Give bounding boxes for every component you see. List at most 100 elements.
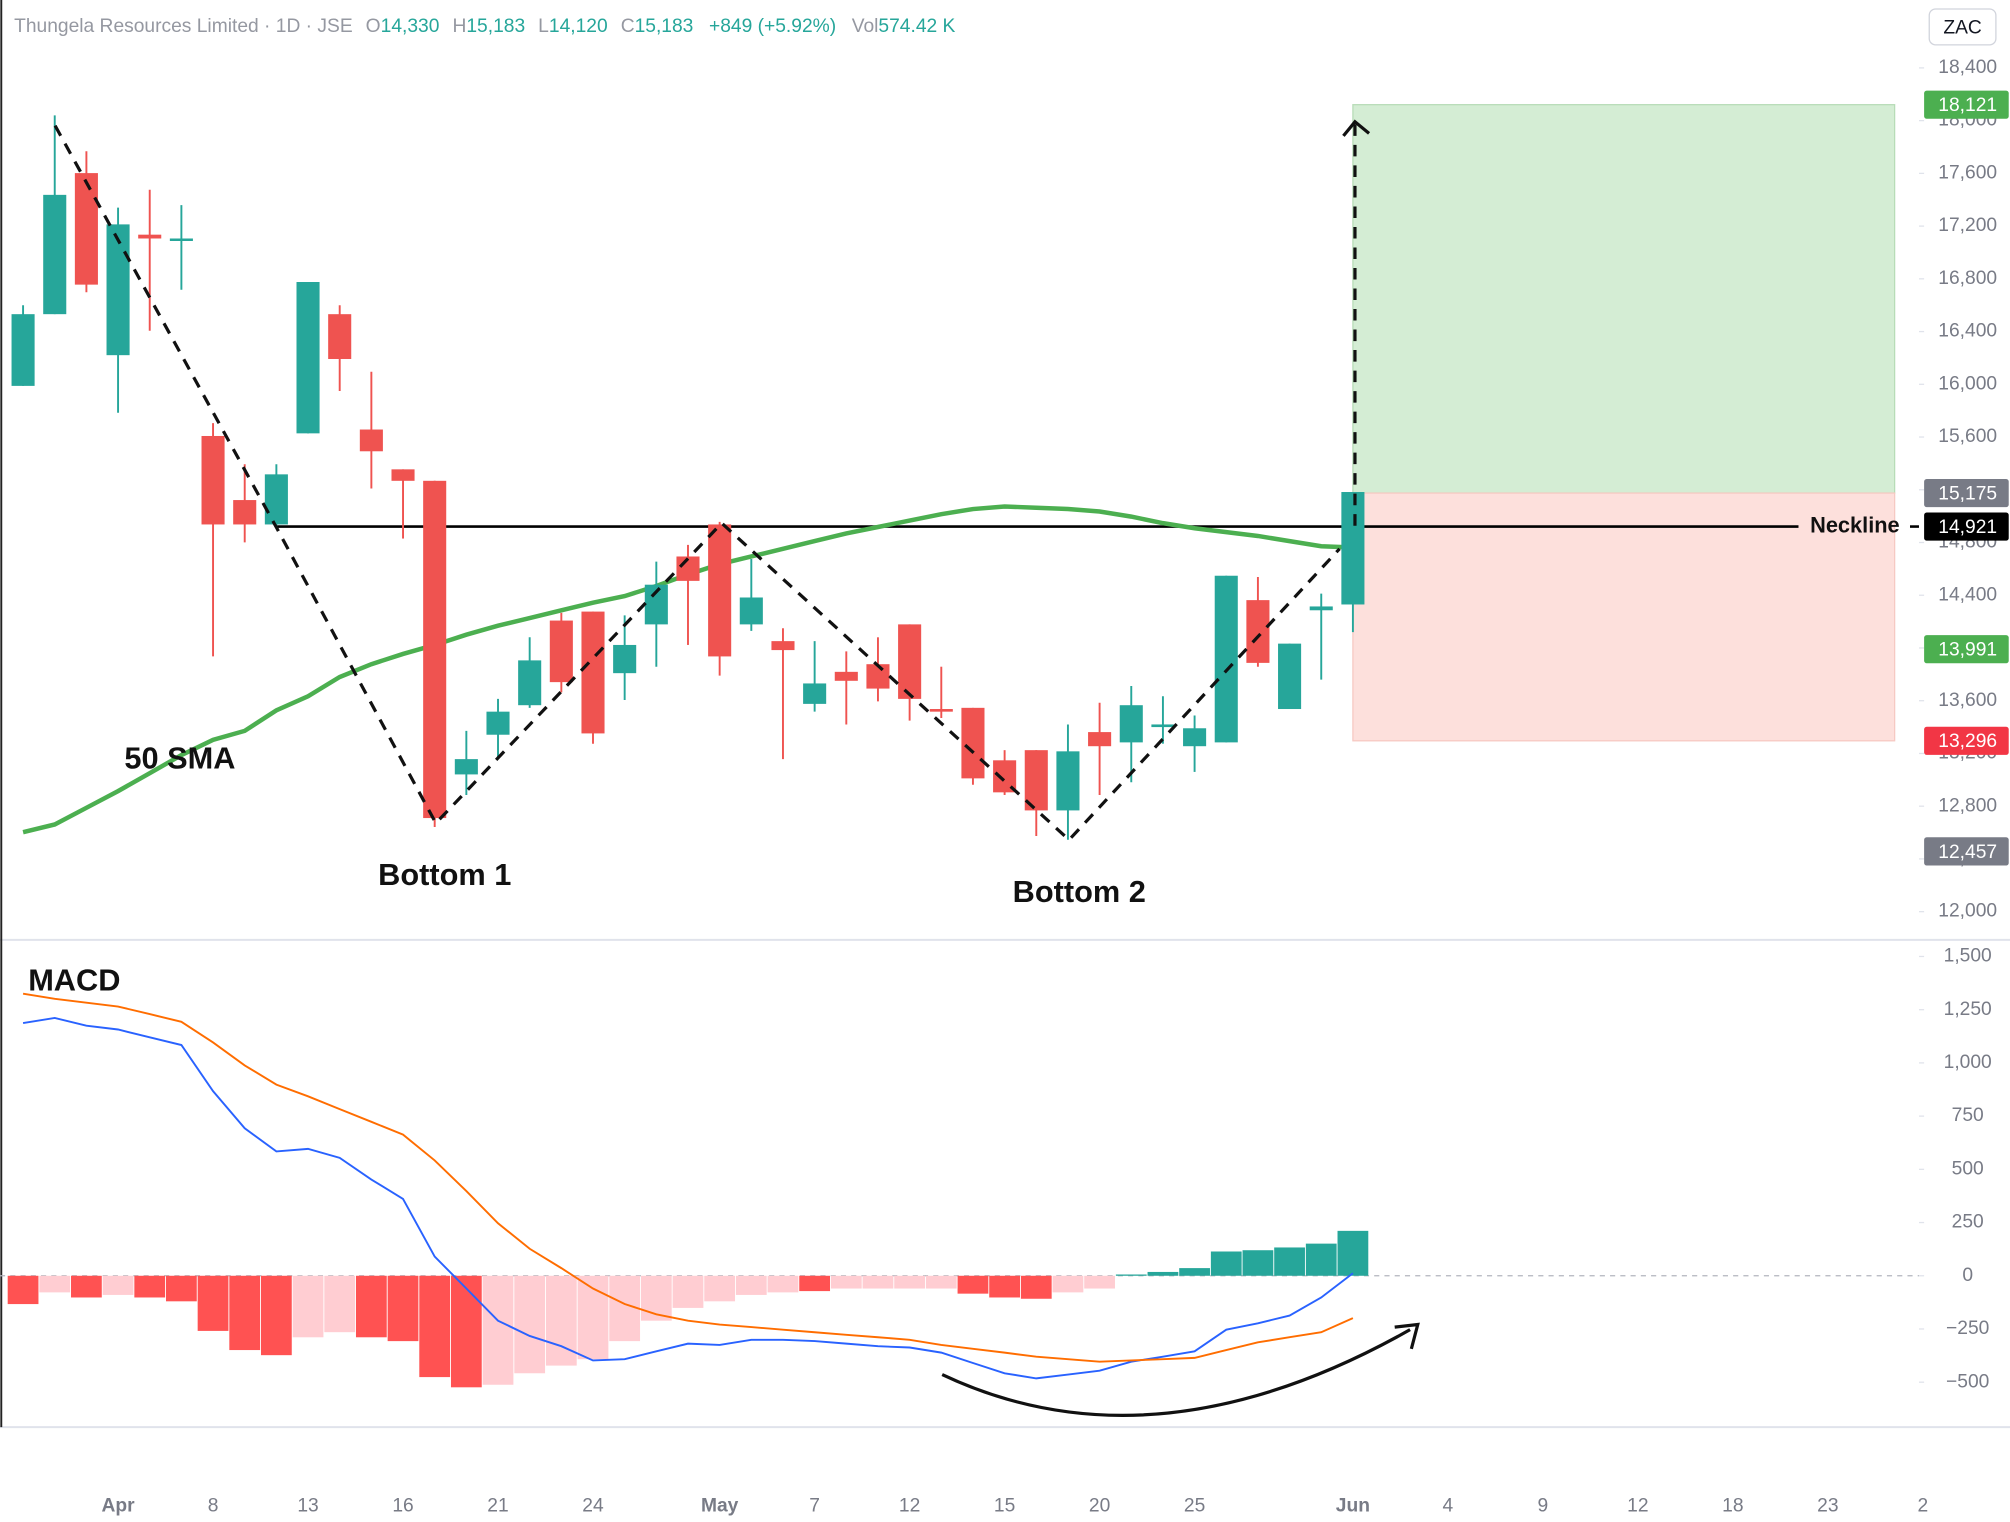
histogram-bar	[894, 1275, 926, 1289]
y-tick-label: 500	[1952, 1158, 1984, 1179]
price-tag	[1924, 726, 2009, 755]
candle-body	[169, 238, 193, 241]
histogram-bar	[577, 1275, 609, 1360]
candle-body	[803, 683, 827, 704]
arrow-head	[1394, 1322, 1420, 1350]
macd-line	[22, 1016, 1354, 1380]
histogram-bar	[419, 1275, 451, 1378]
candle-body	[1309, 606, 1333, 611]
candle-body	[1088, 732, 1112, 747]
x-tick-label: 12	[1627, 1496, 1648, 1517]
histogram-bar	[450, 1275, 482, 1388]
y-tick-label: 16,400	[1938, 321, 1997, 342]
curved-arrow	[941, 1328, 1411, 1417]
candle-body	[423, 480, 447, 819]
x-tick-label: 23	[1817, 1496, 1838, 1517]
candle-body	[993, 760, 1017, 793]
x-tick-label: Jun	[1336, 1496, 1370, 1517]
histogram-bar	[735, 1275, 767, 1295]
y-tick-label: 12,000	[1938, 901, 1997, 922]
candle-body	[106, 224, 130, 356]
pattern-line	[53, 124, 1341, 843]
y-tick-label: 250	[1952, 1212, 1984, 1233]
x-tick-label: 8	[208, 1496, 219, 1517]
x-tick-label: 20	[1089, 1496, 1110, 1517]
y-tick-label: −250	[1946, 1318, 1989, 1339]
sma-label: 50 SMA	[124, 740, 235, 775]
volume: 574.42 K	[878, 16, 955, 37]
annotation: Bottom 1	[378, 857, 511, 892]
histogram-bar	[799, 1275, 831, 1292]
candle-body	[644, 584, 668, 625]
x-tick-label: 9	[1538, 1496, 1549, 1517]
y-tick-label: 17,200	[1938, 215, 1997, 236]
x-tick-label: Apr	[102, 1496, 136, 1517]
histogram-bar	[767, 1275, 799, 1293]
candle-body	[708, 524, 732, 657]
histogram-bar	[1210, 1251, 1242, 1276]
price-tag-label: 14,921	[1938, 517, 1997, 538]
price-tag	[1924, 837, 2009, 866]
x-tick-label: 13	[297, 1496, 318, 1517]
histogram-bar	[324, 1275, 356, 1333]
histogram-bar	[704, 1275, 736, 1302]
annotation: Bottom 2	[1013, 874, 1146, 909]
ohlc-key: Vol	[852, 16, 879, 37]
y-tick-label: 14,400	[1938, 584, 1997, 605]
candle-body	[771, 641, 795, 651]
x-tick-label: 21	[487, 1496, 508, 1517]
symbol: Thungela Resources Limited · 1D · JSE	[14, 16, 353, 37]
histogram-bar	[102, 1275, 134, 1295]
x-tick-label: 25	[1184, 1496, 1205, 1517]
histogram-bar	[1084, 1275, 1115, 1289]
histogram-bar	[260, 1275, 292, 1356]
candle-body	[11, 314, 35, 386]
candle-body	[74, 173, 98, 285]
histogram-bar	[292, 1275, 324, 1338]
ohlc-key: L	[538, 16, 549, 37]
label-layer: 18,121 15,175 13,991 13,296 12,457 14,921	[1924, 90, 2009, 866]
histogram-bar	[197, 1275, 229, 1331]
x-tick-label: 24	[582, 1496, 604, 1517]
header: Thungela Resources Limited · 1D · JSE O1…	[14, 16, 955, 37]
currency-box[interactable]	[1928, 8, 1997, 46]
y-tick-label: 12,800	[1938, 795, 1997, 816]
y-tick-label: 16,000	[1938, 373, 1997, 394]
y-tick-label: 1,500	[1944, 946, 1992, 967]
candle-body	[581, 611, 605, 734]
candle-body	[739, 597, 763, 625]
candle-body	[328, 314, 352, 359]
change: +849 (+5.92%)	[709, 16, 836, 37]
candle-body	[1214, 575, 1238, 743]
y-tick-label: 18,400	[1938, 57, 1997, 78]
price-tag	[1924, 635, 2009, 664]
candle-body	[866, 664, 890, 689]
histogram-bar	[1274, 1247, 1305, 1276]
candle-body	[898, 624, 922, 699]
y-tick-label: 13,600	[1938, 690, 1997, 711]
histogram-bar	[862, 1275, 894, 1289]
ohlc-value: 15,183	[635, 16, 694, 37]
y-tick-label: 0	[1962, 1265, 1973, 1286]
candle-body	[518, 660, 542, 706]
candle-body	[264, 474, 288, 525]
arrow-head	[1342, 119, 1371, 137]
ohlc-value: 14,330	[381, 16, 440, 37]
histogram-bar	[672, 1275, 704, 1308]
loss-zone	[1352, 492, 1896, 742]
ohlc-value: 15,183	[466, 16, 525, 37]
candle-body	[359, 429, 383, 452]
candle-body	[201, 435, 225, 525]
candle-body	[233, 500, 257, 525]
candle-body	[486, 711, 510, 735]
candle-body	[929, 709, 953, 712]
histogram-bar	[1305, 1243, 1337, 1276]
currency[interactable]: ZAC	[1943, 17, 1982, 38]
candle-body	[1183, 728, 1207, 747]
histogram-bar	[1337, 1230, 1369, 1276]
y-tick-label: 1,000	[1944, 1052, 1992, 1073]
y-tick-label: 1,250	[1944, 999, 1992, 1020]
candle-body	[834, 671, 858, 681]
y-tick-label: 17,600	[1938, 162, 1997, 183]
